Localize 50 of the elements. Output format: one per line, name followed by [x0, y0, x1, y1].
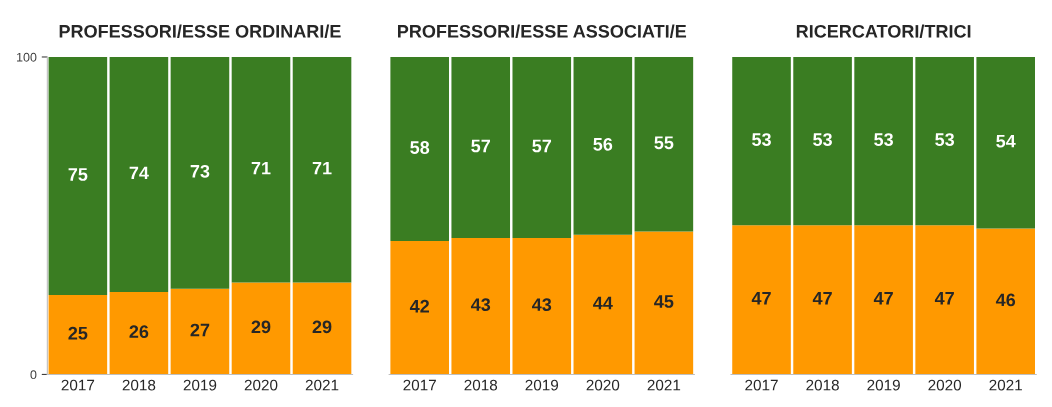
- data-label: 47: [873, 292, 893, 305]
- data-label: 47: [751, 292, 771, 305]
- data-label: 47: [934, 292, 954, 305]
- data-label: 58: [410, 141, 430, 154]
- data-label: 55: [654, 136, 674, 150]
- data-label: 29: [312, 320, 332, 334]
- x-tick-label: 2018: [122, 379, 156, 391]
- x-tick-label: 2020: [586, 379, 620, 391]
- x-tick-label: 2017: [745, 379, 778, 391]
- data-label: 57: [471, 139, 490, 153]
- data-label: 27: [190, 323, 210, 337]
- chart-title: PROFESSORI/ESSE ASSOCIATI/E: [398, 24, 687, 38]
- data-label: 47: [812, 292, 832, 305]
- x-tick-label: 2018: [806, 379, 839, 391]
- data-label: 29: [251, 320, 271, 334]
- data-label: 57: [532, 139, 552, 153]
- data-label: 25: [68, 326, 88, 340]
- x-tick-label: 2019: [183, 379, 217, 391]
- data-label: 74: [129, 166, 149, 180]
- data-label: 71: [312, 161, 332, 175]
- data-label: 53: [752, 133, 771, 146]
- x-tick-label: 2020: [928, 379, 962, 391]
- x-tick-label: 2019: [525, 379, 559, 391]
- y-tick-label: 0: [30, 370, 37, 380]
- data-label: 43: [532, 298, 552, 312]
- x-tick-label: 2021: [989, 379, 1022, 391]
- x-tick-label: 2020: [244, 379, 278, 391]
- data-label: 75: [68, 168, 88, 181]
- x-tick-label: 2018: [464, 379, 498, 391]
- data-label: 45: [654, 295, 674, 308]
- data-label: 42: [409, 299, 430, 313]
- data-label: 46: [995, 293, 1016, 307]
- data-label: 26: [129, 325, 149, 339]
- x-tick-label: 2021: [305, 379, 339, 391]
- data-label: 43: [470, 298, 491, 312]
- data-label: 53: [935, 133, 955, 146]
- data-label: 44: [593, 296, 613, 310]
- x-tick-label: 2017: [403, 379, 436, 391]
- x-tick-label: 2021: [647, 379, 681, 391]
- x-tick-label: 2017: [61, 379, 95, 391]
- data-label: 56: [593, 137, 613, 151]
- chart-title: RICERCATORI/TRICI: [796, 24, 971, 38]
- data-label: 71: [251, 161, 271, 175]
- data-label: 73: [190, 164, 210, 178]
- chart-title: PROFESSORI/ESSE ORDINARI/E: [59, 24, 341, 38]
- data-label: 53: [874, 133, 894, 146]
- y-tick-label: 100: [17, 52, 37, 62]
- data-label: 54: [996, 134, 1016, 148]
- x-tick-label: 2019: [867, 379, 900, 391]
- data-label: 53: [813, 133, 832, 146]
